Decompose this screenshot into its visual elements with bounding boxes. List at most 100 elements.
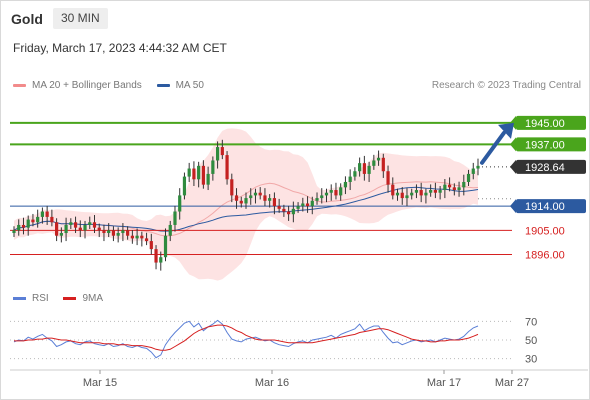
candle-body [234, 195, 239, 201]
candle-body [466, 173, 471, 182]
candle-body [348, 176, 352, 182]
candle [410, 188, 414, 200]
candle-body [362, 163, 366, 174]
candle-body [154, 249, 158, 263]
candle [263, 188, 267, 207]
candle [126, 226, 130, 240]
legend-item-bollinger: MA 20 + Bollinger Bands [13, 80, 142, 91]
level-badge-1937.00 [516, 137, 586, 152]
candle-body [452, 187, 456, 191]
candle-body [429, 190, 433, 193]
candle-body [211, 160, 215, 174]
candle-body [310, 200, 314, 207]
candle-body [353, 171, 357, 177]
candle [59, 227, 63, 243]
candle [149, 233, 153, 255]
candle-body [21, 224, 26, 228]
candle-body [107, 230, 111, 234]
candle-body [410, 192, 414, 196]
candle [102, 224, 106, 242]
candle-body [144, 238, 149, 242]
candle [55, 218, 59, 242]
candle [31, 213, 35, 227]
candle [121, 223, 125, 242]
candle [268, 194, 272, 208]
candle [391, 177, 395, 200]
candle-body [291, 208, 295, 215]
candle-body [40, 211, 45, 217]
last-price-pointer [510, 159, 516, 174]
candle [329, 184, 333, 201]
level-badge-pointer [510, 199, 516, 214]
candle-body [168, 224, 172, 236]
candle [433, 182, 437, 199]
candle-body [36, 216, 40, 223]
candle [159, 251, 163, 271]
candle-body [462, 181, 466, 188]
candle [381, 153, 385, 178]
candle [111, 226, 116, 242]
candle-body [443, 184, 447, 191]
candle [452, 183, 456, 196]
candle-body [400, 192, 404, 199]
candle [447, 177, 452, 192]
candle-body [381, 157, 385, 172]
time-label: Mar 15 [83, 377, 117, 389]
candle [239, 196, 243, 208]
candle [395, 188, 400, 201]
legend-label: 9MA [82, 293, 104, 304]
candle-body [386, 171, 390, 185]
rsi-series-rsi [13, 319, 479, 359]
candle [206, 166, 210, 191]
candle [457, 181, 461, 197]
candle-body [116, 233, 120, 236]
time-label: Mar 27 [495, 377, 529, 389]
candle-body [230, 179, 234, 196]
candle-body [55, 222, 59, 236]
candle [258, 187, 262, 200]
candle-body [239, 200, 243, 204]
candle-body [367, 165, 371, 174]
candle [182, 172, 187, 200]
candle [301, 197, 305, 212]
candle-body [282, 208, 286, 212]
candle-body [438, 190, 442, 193]
candle [253, 188, 258, 204]
timestamp: Friday, March 17, 2023 4:44:32 AM CET [13, 41, 227, 55]
candle-body [376, 157, 381, 161]
legend-label: MA 50 [175, 80, 204, 91]
candle-body [424, 192, 428, 196]
candle-body [149, 241, 153, 250]
candle [192, 161, 196, 186]
candle [339, 183, 343, 201]
candle [144, 232, 149, 246]
candle [362, 155, 366, 181]
candle [424, 188, 428, 204]
candle-body [272, 198, 277, 207]
candle-body [12, 230, 16, 234]
candle-body [253, 192, 258, 196]
legend-swatch [63, 296, 77, 300]
candle [178, 188, 182, 220]
candle-body [414, 190, 419, 193]
candle [476, 158, 480, 176]
candle [234, 188, 239, 209]
candle-body [471, 168, 475, 174]
candle [438, 186, 442, 200]
candle-body [249, 195, 253, 199]
candle-body [45, 211, 49, 217]
candle [462, 174, 466, 196]
candle-body [287, 211, 291, 215]
candle [107, 223, 111, 238]
interval-badge[interactable]: 30 MIN [53, 8, 108, 29]
candle-body [140, 235, 144, 239]
candle-body [334, 190, 338, 196]
candle [471, 162, 475, 180]
candle [173, 205, 177, 232]
candle-body [258, 192, 262, 196]
legend-item-ma50: MA 50 [156, 80, 204, 91]
candle [78, 220, 82, 238]
candle [429, 184, 433, 197]
candle [277, 198, 281, 213]
